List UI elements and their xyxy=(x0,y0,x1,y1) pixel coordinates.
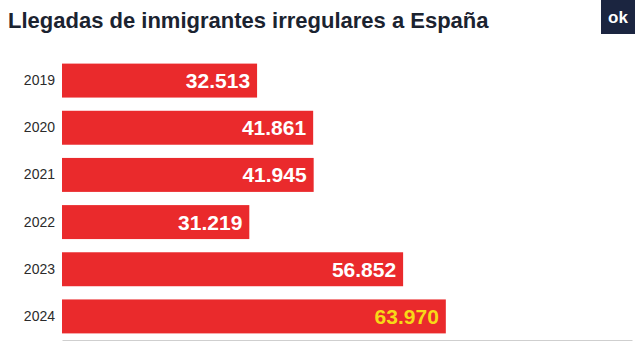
y-tick-label: 2021 xyxy=(24,166,55,182)
logo: ok xyxy=(608,8,628,27)
y-tick-label: 2023 xyxy=(24,261,55,277)
background xyxy=(0,0,635,358)
logo-box xyxy=(601,0,635,34)
bar xyxy=(62,299,446,333)
y-tick-label: 2019 xyxy=(24,72,55,88)
data-label: 32.513 xyxy=(186,69,250,92)
y-axis: 2019 2020 2021 2022 2023 2024 xyxy=(24,72,55,324)
bar xyxy=(62,111,313,145)
y-tick-label: 2020 xyxy=(24,119,55,135)
x-axis-line xyxy=(63,340,633,341)
bar xyxy=(62,158,314,192)
y-tick: 2024 xyxy=(24,308,55,324)
data-label: 41.861 xyxy=(242,116,307,139)
data-label: 31.219 xyxy=(178,211,242,234)
bar xyxy=(62,205,249,239)
bars xyxy=(62,64,446,334)
chart: Llegadas de inmigrantes irregulares a Es… xyxy=(0,0,635,358)
y-tick: 2022 xyxy=(24,214,55,230)
x-axis xyxy=(63,340,633,341)
data-label: 63.970 xyxy=(375,305,439,328)
data-label: 41.945 xyxy=(242,163,307,186)
y-tick: 2019 xyxy=(24,72,55,88)
data-labels: 32.513 41.861 41.945 31.219 56.852 63.970 xyxy=(178,69,439,328)
y-tick-label: 2024 xyxy=(24,308,55,324)
bar xyxy=(62,252,403,286)
y-tick-label: 2022 xyxy=(24,214,55,230)
title: Llegadas de inmigrantes irregulares a Es… xyxy=(8,8,489,33)
y-tick: 2020 xyxy=(24,119,55,135)
y-tick: 2021 xyxy=(24,166,55,182)
data-label: 56.852 xyxy=(332,258,396,281)
y-tick: 2023 xyxy=(24,261,55,277)
bar xyxy=(62,64,257,98)
